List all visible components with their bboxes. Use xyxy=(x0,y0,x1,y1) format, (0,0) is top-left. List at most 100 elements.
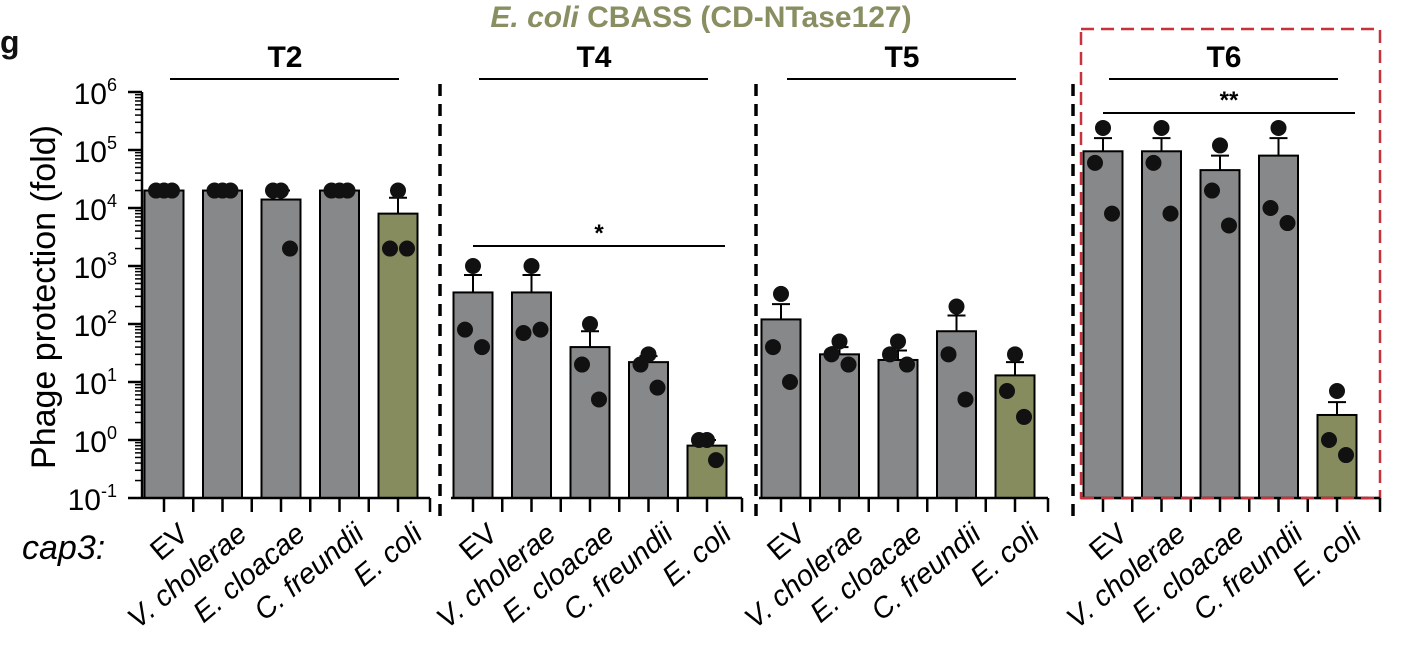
y-tick-base: 10 xyxy=(74,426,107,459)
data-point xyxy=(773,285,789,302)
bar xyxy=(1141,150,1182,500)
y-tick-base: 10 xyxy=(74,136,107,169)
data-point xyxy=(691,432,707,448)
data-point xyxy=(940,346,957,363)
data-point xyxy=(390,182,406,199)
y-tick-exponent: 3 xyxy=(107,249,117,269)
data-point xyxy=(399,240,415,257)
y-tick-base: 10 xyxy=(74,78,107,111)
data-point xyxy=(1338,447,1354,464)
bar xyxy=(202,189,243,499)
data-point xyxy=(632,356,649,373)
data-point xyxy=(1204,182,1220,199)
t6-highlight-box xyxy=(1079,27,1382,500)
data-point xyxy=(382,240,398,257)
y-axis-label: Phage protection (fold) xyxy=(25,125,63,469)
data-point xyxy=(708,452,724,469)
bar xyxy=(319,189,360,499)
bar xyxy=(686,444,728,500)
figure-title-italic: E. coli xyxy=(490,1,579,34)
data-point xyxy=(1262,200,1279,216)
data-point xyxy=(957,391,974,408)
data-point xyxy=(1221,217,1237,234)
data-point xyxy=(523,258,540,274)
data-point xyxy=(331,182,348,199)
data-point xyxy=(1212,137,1228,154)
data-point xyxy=(282,240,298,257)
data-point xyxy=(782,374,798,390)
y-tick-exponent: 5 xyxy=(107,133,117,153)
bar xyxy=(877,358,919,499)
panel-name: T5 xyxy=(884,41,919,74)
significance-label: * xyxy=(594,220,604,247)
data-point xyxy=(1087,154,1103,171)
panel-letter: g xyxy=(0,24,20,60)
x-tick-label: E. coli xyxy=(348,517,430,593)
data-point xyxy=(457,321,473,338)
bar xyxy=(143,189,185,499)
y-tick-base: 10 xyxy=(74,368,107,401)
data-point xyxy=(591,391,607,408)
y-tick-label: 102 xyxy=(74,307,117,343)
data-point xyxy=(823,346,840,363)
figure-title: E. coli CBASS (CD-NTase127) xyxy=(0,1,1402,35)
cap3-row-label: cap3: xyxy=(22,529,105,567)
data-point xyxy=(515,324,532,341)
y-tick-base: 10 xyxy=(74,252,107,285)
data-point xyxy=(1016,408,1032,425)
data-point xyxy=(1270,119,1287,136)
bar xyxy=(569,346,611,499)
y-tick-label: 100 xyxy=(74,423,117,459)
y-tick-label: 101 xyxy=(74,365,117,401)
x-tick-label: E. coli xyxy=(965,517,1047,593)
figure-title-rest: CBASS (CD-NTase127) xyxy=(578,1,912,34)
y-tick-label: 105 xyxy=(74,133,117,169)
panel-name: T2 xyxy=(267,41,302,74)
significance-label: ** xyxy=(1220,87,1239,114)
y-tick-exponent: 2 xyxy=(107,307,117,327)
data-point xyxy=(840,356,857,373)
bar xyxy=(377,212,419,499)
bar xyxy=(1082,150,1124,500)
panel-name: T6 xyxy=(1206,41,1241,74)
panel-name: T4 xyxy=(576,41,611,74)
data-point xyxy=(890,333,906,350)
data-point xyxy=(532,321,549,338)
data-point xyxy=(1162,205,1179,222)
y-tick-exponent: 4 xyxy=(107,191,117,211)
data-point xyxy=(265,182,281,199)
bar xyxy=(452,291,494,500)
data-point xyxy=(765,339,781,356)
data-point xyxy=(1329,382,1345,399)
data-point xyxy=(882,346,898,363)
data-point xyxy=(649,379,666,396)
data-point xyxy=(474,339,490,356)
data-point xyxy=(1279,215,1296,232)
data-point xyxy=(831,333,848,350)
data-point xyxy=(582,316,598,332)
bar xyxy=(819,353,860,499)
data-point xyxy=(465,258,481,274)
data-point xyxy=(1153,119,1170,136)
data-point xyxy=(156,182,172,199)
y-tick-base: 10 xyxy=(74,310,107,343)
y-tick-label: 106 xyxy=(74,75,117,111)
data-point xyxy=(1104,205,1120,222)
data-point xyxy=(574,356,590,373)
data-point xyxy=(899,356,915,373)
data-point xyxy=(1145,154,1162,171)
y-tick-label: 10-1 xyxy=(68,481,117,517)
data-point xyxy=(1321,432,1337,448)
data-point xyxy=(1007,346,1023,363)
y-tick-exponent: 1 xyxy=(107,365,117,385)
x-tick-label: E. coli xyxy=(657,517,739,593)
data-point xyxy=(999,382,1015,399)
y-tick-base: 10 xyxy=(74,194,107,227)
y-tick-base: 10 xyxy=(68,484,101,517)
y-tick-label: 103 xyxy=(74,249,117,285)
